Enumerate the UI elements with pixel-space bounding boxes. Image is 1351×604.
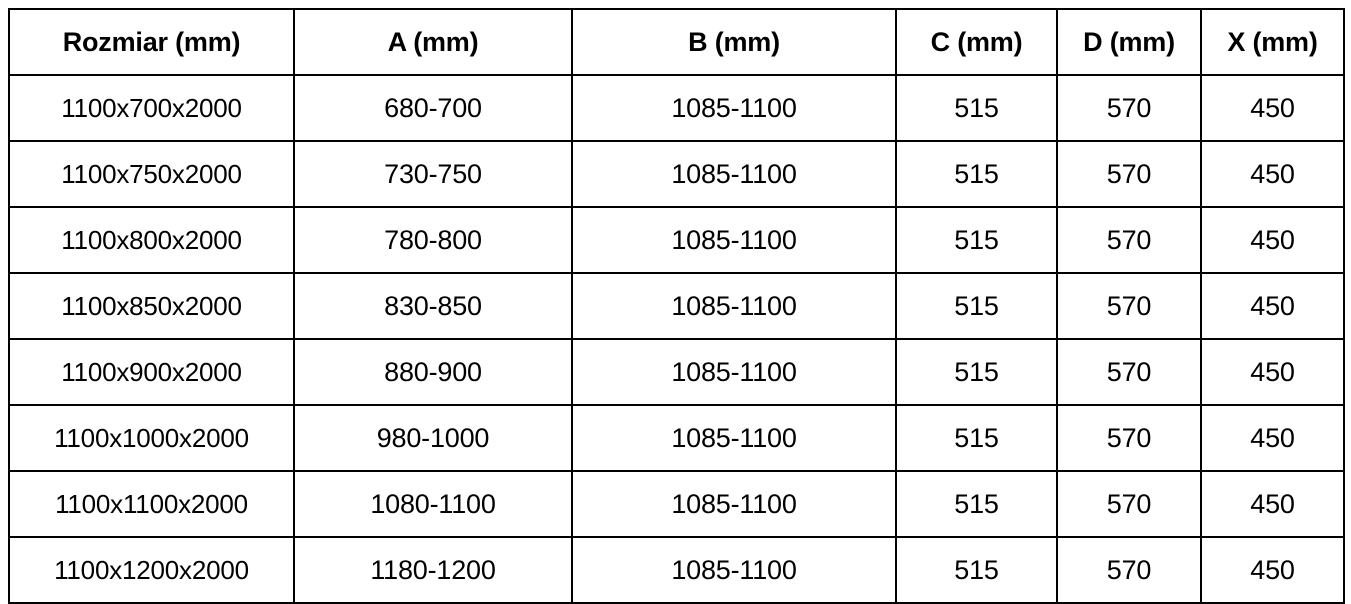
table-sheet: Rozmiar (mm) A (mm) B (mm) C (mm) D (mm)…	[8, 8, 1345, 604]
table-body: 1100x700x2000 680-700 1085-1100 515 570 …	[8, 74, 1345, 604]
cell-a: 1180-1200	[293, 536, 573, 604]
cell-size: 1100x850x2000	[8, 272, 295, 340]
table-row: 1100x850x2000 830-850 1085-1100 515 570 …	[8, 272, 1345, 340]
cell-b: 1085-1100	[571, 338, 897, 406]
table-header-row: Rozmiar (mm) A (mm) B (mm) C (mm) D (mm)…	[8, 8, 1345, 76]
cell-c: 515	[895, 74, 1058, 142]
cell-d: 570	[1056, 140, 1202, 208]
cell-x: 450	[1200, 206, 1345, 274]
cell-c: 515	[895, 536, 1058, 604]
cell-x: 450	[1200, 140, 1345, 208]
cell-c: 515	[895, 140, 1058, 208]
column-header-d: D (mm)	[1056, 8, 1202, 76]
cell-b: 1085-1100	[571, 74, 897, 142]
cell-size: 1100x1000x2000	[8, 404, 295, 472]
table-row: 1100x800x2000 780-800 1085-1100 515 570 …	[8, 206, 1345, 274]
dimensions-table: Rozmiar (mm) A (mm) B (mm) C (mm) D (mm)…	[8, 8, 1345, 604]
cell-c: 515	[895, 404, 1058, 472]
table-row: 1100x700x2000 680-700 1085-1100 515 570 …	[8, 74, 1345, 142]
cell-a: 980-1000	[293, 404, 573, 472]
table-row: 1100x1000x2000 980-1000 1085-1100 515 57…	[8, 404, 1345, 472]
cell-d: 570	[1056, 272, 1202, 340]
cell-a: 1080-1100	[293, 470, 573, 538]
cell-x: 450	[1200, 338, 1345, 406]
cell-d: 570	[1056, 338, 1202, 406]
cell-a: 880-900	[293, 338, 573, 406]
table-row: 1100x1200x2000 1180-1200 1085-1100 515 5…	[8, 536, 1345, 604]
cell-size: 1100x1200x2000	[8, 536, 295, 604]
column-header-x: X (mm)	[1200, 8, 1345, 76]
column-header-b: B (mm)	[571, 8, 897, 76]
cell-c: 515	[895, 338, 1058, 406]
column-header-a: A (mm)	[293, 8, 573, 76]
cell-c: 515	[895, 470, 1058, 538]
cell-c: 515	[895, 272, 1058, 340]
cell-x: 450	[1200, 272, 1345, 340]
cell-a: 780-800	[293, 206, 573, 274]
table-header: Rozmiar (mm) A (mm) B (mm) C (mm) D (mm)…	[8, 8, 1345, 76]
cell-x: 450	[1200, 536, 1345, 604]
cell-x: 450	[1200, 470, 1345, 538]
column-header-c: C (mm)	[895, 8, 1058, 76]
cell-d: 570	[1056, 536, 1202, 604]
cell-size: 1100x1100x2000	[8, 470, 295, 538]
cell-a: 730-750	[293, 140, 573, 208]
cell-d: 570	[1056, 74, 1202, 142]
cell-b: 1085-1100	[571, 470, 897, 538]
cell-a: 680-700	[293, 74, 573, 142]
table-row: 1100x750x2000 730-750 1085-1100 515 570 …	[8, 140, 1345, 208]
cell-x: 450	[1200, 74, 1345, 142]
cell-x: 450	[1200, 404, 1345, 472]
column-header-size: Rozmiar (mm)	[8, 8, 295, 76]
cell-b: 1085-1100	[571, 272, 897, 340]
cell-b: 1085-1100	[571, 404, 897, 472]
table-row: 1100x1100x2000 1080-1100 1085-1100 515 5…	[8, 470, 1345, 538]
cell-a: 830-850	[293, 272, 573, 340]
cell-d: 570	[1056, 206, 1202, 274]
cell-b: 1085-1100	[571, 536, 897, 604]
cell-size: 1100x900x2000	[8, 338, 295, 406]
cell-d: 570	[1056, 404, 1202, 472]
cell-size: 1100x700x2000	[8, 74, 295, 142]
cell-b: 1085-1100	[571, 140, 897, 208]
cell-b: 1085-1100	[571, 206, 897, 274]
cell-c: 515	[895, 206, 1058, 274]
cell-size: 1100x800x2000	[8, 206, 295, 274]
cell-size: 1100x750x2000	[8, 140, 295, 208]
table-row: 1100x900x2000 880-900 1085-1100 515 570 …	[8, 338, 1345, 406]
cell-d: 570	[1056, 470, 1202, 538]
